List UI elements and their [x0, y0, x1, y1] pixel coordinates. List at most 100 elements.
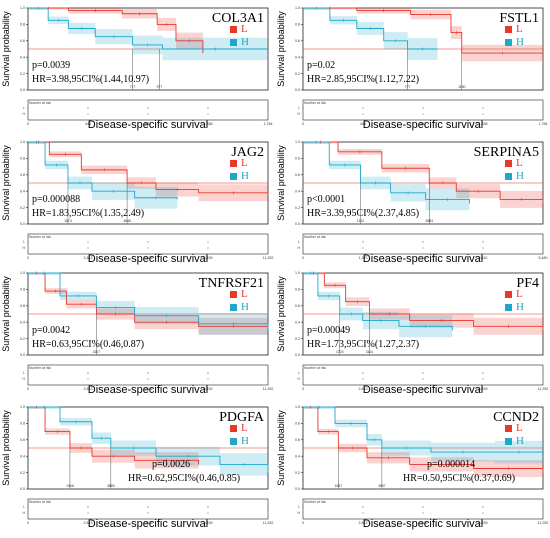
y-tick-label: 0.6: [295, 304, 300, 308]
legend-swatch-H: [230, 173, 237, 180]
y-tick-label: 0.0: [20, 88, 25, 92]
x-tick-label: 11,252: [538, 387, 549, 391]
x-tick-label: 8,439: [479, 521, 488, 525]
median-time-label: 1873: [64, 219, 72, 223]
risk-count-marker: [87, 506, 89, 508]
risk-count-marker: [362, 378, 364, 380]
p-value-text: p=0.0039: [32, 60, 70, 71]
km-panel-ccnd2: 0.0 0.2 0.4 0.6 0.8 1.0 1657 3697 Number at risk…: [275, 399, 550, 530]
y-tick-label: 0.8: [20, 23, 25, 27]
risk-count-marker: [27, 506, 29, 508]
risk-row-group-label: H: [298, 112, 301, 116]
risk-table-frame: [27, 498, 269, 520]
hazard-ratio-text: HR=1.83,95CI%(1.35,2.49): [32, 208, 144, 219]
km-plot-svg: 0.0 0.2 0.4 0.6 0.8 1.0 1723 3114 Number at risk…: [276, 271, 549, 396]
x-tick-label: 1,784: [539, 122, 548, 126]
risk-count-marker: [302, 107, 304, 109]
risk-count-marker: [362, 506, 364, 508]
risk-count-marker: [302, 113, 304, 115]
median-time-label: 3207: [93, 350, 101, 354]
chart-title: JAG2: [231, 145, 264, 160]
risk-count-marker: [207, 241, 209, 243]
ci-band-L: [28, 407, 199, 475]
y-tick-label: 0.2: [20, 72, 25, 76]
risk-count-marker: [482, 512, 484, 514]
km-panel-tnfrsf21: 0.0 0.2 0.4 0.6 0.8 1.0 3207 Number at risk L H 0 2…: [0, 265, 275, 396]
risk-count-marker: [542, 378, 544, 380]
legend-swatch-L: [230, 26, 237, 33]
survival-curve-L: [28, 406, 200, 465]
hazard-ratio-text: HR=2.85,95CI%(1.12,7.22): [307, 74, 419, 85]
risk-count-marker: [422, 247, 424, 249]
median-time-label: 777: [405, 85, 411, 89]
km-panel-pdgfa: 0.0 0.2 0.4 0.6 0.8 1.0 1966 3883 Number at risk…: [0, 399, 275, 530]
risk-count-marker: [267, 107, 269, 109]
legend-label-L: L: [241, 422, 248, 434]
risk-count-marker: [147, 247, 149, 249]
median-time-label: 3883: [107, 484, 115, 488]
risk-count-marker: [267, 247, 269, 249]
risk-count-marker: [482, 107, 484, 109]
y-tick-label: 1.0: [295, 405, 300, 409]
risk-count-marker: [542, 107, 544, 109]
risk-count-marker: [302, 372, 304, 374]
y-tick-label: 0.8: [295, 288, 300, 292]
ci-band-L: [28, 273, 268, 339]
y-axis-label: Survival probability: [276, 276, 286, 352]
x-axis-label: Disease-specific survival: [88, 518, 208, 530]
y-tick-label: 1.0: [295, 6, 300, 10]
risk-count-marker: [542, 241, 544, 243]
y-axis-label: Survival probability: [276, 145, 286, 221]
y-tick-label: 0.4: [20, 189, 25, 193]
risk-count-marker: [267, 372, 269, 374]
y-tick-label: 0.4: [295, 55, 300, 59]
risk-count-marker: [27, 113, 29, 115]
x-tick-label: 0: [27, 122, 29, 126]
y-tick-label: 0.2: [295, 337, 300, 341]
y-tick-label: 0.0: [20, 222, 25, 226]
x-tick-label: 11,252: [263, 387, 274, 391]
y-tick-label: 0.6: [20, 304, 25, 308]
risk-count-marker: [302, 506, 304, 508]
y-tick-label: 0.4: [295, 320, 300, 324]
risk-table-label: Number at risk: [29, 500, 51, 504]
km-panel-serpina5: 0.0 0.2 0.4 0.6 0.8 1.0 1312 2883 Number at risk…: [275, 134, 550, 265]
risk-count-marker: [147, 107, 149, 109]
risk-row-group-label: L: [23, 106, 25, 110]
y-tick-label: 0.2: [295, 471, 300, 475]
risk-count-marker: [302, 247, 304, 249]
x-tick-label: 2,813: [84, 256, 93, 260]
y-tick-label: 1.0: [20, 271, 25, 275]
x-tick-label: 5,626: [419, 521, 428, 525]
legend-swatch-H: [230, 39, 237, 46]
median-time-label: 2883: [425, 219, 433, 223]
risk-row-group-label: H: [298, 377, 301, 381]
y-tick-label: 0.2: [20, 471, 25, 475]
risk-row-group-label: H: [23, 246, 26, 250]
risk-count-marker: [207, 512, 209, 514]
y-tick-label: 0.6: [295, 39, 300, 43]
x-axis-label: Disease-specific survival: [363, 518, 483, 530]
legend-swatch-L: [505, 26, 512, 33]
x-tick-label: 0: [302, 256, 304, 260]
ci-band-L: [303, 273, 543, 341]
y-tick-label: 1.0: [20, 6, 25, 10]
x-tick-label: 0: [27, 387, 29, 391]
risk-count-marker: [302, 512, 304, 514]
x-tick-label: 11,252: [263, 521, 274, 525]
risk-table-label: Number at risk: [29, 366, 51, 370]
risk-row-group-label: L: [298, 371, 300, 375]
risk-row-group-label: H: [298, 511, 301, 515]
risk-table-label: Number at risk: [304, 366, 326, 370]
risk-count-marker: [422, 506, 424, 508]
risk-count-marker: [207, 506, 209, 508]
y-tick-label: 1.0: [295, 140, 300, 144]
legend-swatch-L: [505, 291, 512, 298]
y-axis-label: Survival probability: [1, 410, 11, 486]
x-tick-label: 1,370: [359, 256, 368, 260]
x-tick-label: 2,813: [84, 387, 93, 391]
y-tick-label: 0.6: [20, 39, 25, 43]
ci-band-L: [303, 8, 543, 63]
